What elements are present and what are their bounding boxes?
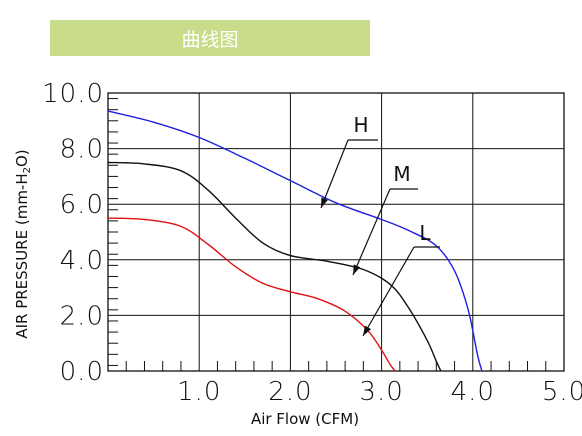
- banner-title: 曲线图: [181, 28, 239, 51]
- y-axis-label: AIR PRESSURE (mm-H2O): [13, 149, 33, 338]
- title-banner: 曲线图: [50, 20, 370, 56]
- minor-ticks: [108, 98, 547, 371]
- x-tick-label: 3.0: [359, 377, 403, 407]
- y-tick-label: 4.0: [60, 246, 104, 276]
- series-line-h: [107, 110, 483, 372]
- series-line-m: [107, 161, 442, 372]
- leader-line: [320, 139, 349, 209]
- y-tick-label: 2.0: [60, 301, 104, 331]
- x-axis-label: Air Flow (CFM): [251, 410, 359, 428]
- y-tick-labels: 0.0 2.0 4.0 6.0 8.0 10.0: [42, 79, 104, 387]
- y-tick-label: 10.0: [42, 79, 104, 109]
- arrowhead: [363, 325, 372, 336]
- x-tick-label: 5.0: [542, 377, 582, 407]
- curve-label-m: M: [393, 162, 410, 186]
- plot-frame: [107, 92, 565, 372]
- leader-line: [352, 188, 391, 276]
- annotations: H M L: [320, 113, 440, 337]
- arrowhead: [353, 264, 361, 275]
- x-tick-label: 4.0: [451, 377, 495, 407]
- series-line-l: [107, 217, 396, 372]
- curve-label-h: H: [353, 113, 368, 137]
- y-tick-label: 0.0: [60, 357, 104, 387]
- grid: [107, 92, 565, 372]
- x-tick-label: 2.0: [268, 377, 312, 407]
- series-group: [107, 110, 483, 372]
- curve-label-l: L: [419, 221, 431, 245]
- x-tick-label: 1.0: [177, 377, 221, 407]
- arrowhead: [321, 197, 328, 208]
- y-tick-label: 6.0: [60, 190, 104, 220]
- y-tick-label: 8.0: [60, 135, 104, 165]
- x-tick-labels: 1.0 2.0 3.0 4.0 5.0: [177, 377, 582, 407]
- leader-line: [362, 246, 415, 337]
